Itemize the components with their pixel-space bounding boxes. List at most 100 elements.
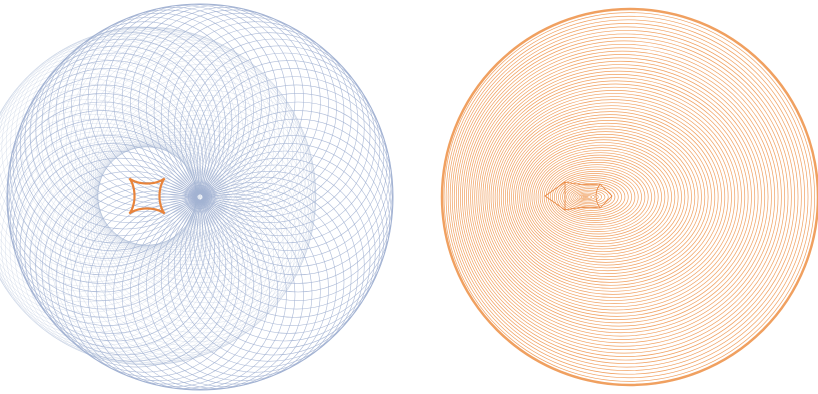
wavefront bbox=[502, 108, 719, 286]
pattern-circle bbox=[24, 145, 243, 364]
pattern-circle bbox=[0, 68, 200, 287]
wavefront bbox=[551, 171, 639, 223]
pattern-circle bbox=[19, 143, 238, 363]
pattern-circle bbox=[138, 9, 329, 201]
pattern-circle bbox=[121, 5, 313, 196]
pattern-circle bbox=[0, 49, 209, 269]
wavefront bbox=[547, 166, 646, 228]
pattern-circle bbox=[146, 190, 337, 382]
wavefront bbox=[445, 15, 812, 379]
wavefront bbox=[498, 102, 726, 292]
pattern-circle bbox=[184, 45, 376, 237]
pattern-circle bbox=[0, 118, 206, 338]
pattern-circle bbox=[34, 146, 254, 366]
pattern-circle bbox=[196, 135, 388, 326]
wavefront bbox=[447, 19, 809, 375]
wavefront bbox=[562, 181, 622, 213]
wavefront bbox=[564, 183, 619, 211]
pattern-circle bbox=[97, 95, 316, 314]
wavefront bbox=[464, 47, 782, 347]
wavefront bbox=[574, 191, 602, 203]
wavefront bbox=[470, 57, 772, 337]
wavefront bbox=[582, 196, 589, 198]
pattern-circle bbox=[46, 27, 265, 246]
wavefront bbox=[474, 64, 766, 330]
wavefront bbox=[517, 128, 696, 266]
wavefront bbox=[494, 96, 732, 298]
pattern-circle bbox=[96, 100, 315, 319]
pattern-circle bbox=[20, 29, 239, 248]
wavefront bbox=[566, 184, 616, 210]
wavefront bbox=[460, 40, 789, 354]
wavefront bbox=[533, 149, 669, 245]
wavefront bbox=[462, 43, 786, 351]
wavefront bbox=[521, 134, 689, 260]
pattern-circle bbox=[78, 42, 298, 262]
wavefront bbox=[539, 157, 659, 237]
caustic bbox=[544, 181, 613, 211]
pattern-circle bbox=[189, 150, 381, 342]
pattern-circle bbox=[0, 58, 204, 278]
wavefront bbox=[453, 30, 799, 364]
wavefront bbox=[466, 50, 779, 344]
wavefront bbox=[541, 159, 656, 235]
pattern-circle bbox=[0, 134, 220, 353]
wavefront bbox=[488, 86, 742, 308]
pattern-circle bbox=[15, 31, 234, 250]
circle-pattern bbox=[0, 3, 394, 391]
pattern-circle bbox=[24, 45, 216, 237]
pattern-circle bbox=[94, 105, 314, 324]
wavefront bbox=[558, 177, 629, 217]
pattern-circle bbox=[146, 12, 337, 204]
wavefront bbox=[472, 60, 769, 334]
pattern-circle bbox=[88, 54, 308, 274]
pattern-circle bbox=[85, 123, 304, 343]
wavefront bbox=[507, 114, 712, 280]
wavefront bbox=[525, 139, 682, 255]
pattern-circle bbox=[97, 89, 317, 309]
pattern-circle bbox=[0, 83, 197, 303]
wavefront bbox=[443, 12, 816, 382]
pattern-circle bbox=[5, 35, 225, 255]
wavefront bbox=[482, 77, 752, 317]
wavefront bbox=[531, 147, 672, 247]
wavefront bbox=[486, 83, 746, 311]
pattern-circle bbox=[29, 146, 248, 365]
wavefront bbox=[511, 120, 706, 274]
wavefront bbox=[554, 173, 636, 221]
wavefront bbox=[451, 26, 802, 368]
wavefront bbox=[556, 175, 632, 219]
wavefront bbox=[549, 168, 642, 226]
wavefront bbox=[476, 67, 762, 327]
pattern-circle bbox=[65, 33, 285, 253]
wavefront bbox=[572, 189, 606, 205]
pattern-circle bbox=[15, 143, 207, 334]
wavefront bbox=[576, 192, 599, 202]
pattern-circle bbox=[0, 63, 201, 282]
astroid bbox=[128, 177, 166, 215]
pattern-circle bbox=[0, 114, 203, 333]
pattern-circle bbox=[199, 76, 390, 267]
wavefront bbox=[535, 152, 666, 242]
pattern-circle bbox=[85, 50, 305, 270]
pattern-circle bbox=[184, 157, 376, 349]
wavefront bbox=[449, 23, 806, 371]
pattern-circle bbox=[93, 64, 312, 283]
pattern-circle bbox=[179, 38, 371, 230]
wavefront bbox=[457, 37, 792, 357]
pattern-circle bbox=[173, 170, 365, 362]
pattern-circle bbox=[40, 26, 260, 246]
wavefront bbox=[484, 80, 749, 314]
wavefront bbox=[545, 164, 649, 230]
pattern-circle bbox=[0, 78, 197, 297]
wavefront bbox=[578, 193, 596, 201]
pattern-circle bbox=[63, 190, 254, 382]
pattern-circle bbox=[19, 52, 211, 244]
pattern-circle bbox=[73, 134, 293, 354]
wavefront bbox=[500, 105, 722, 289]
pattern-circle bbox=[0, 122, 209, 342]
pattern-circle bbox=[95, 69, 314, 288]
wavefront bbox=[478, 70, 759, 324]
wavefront bbox=[513, 122, 702, 272]
